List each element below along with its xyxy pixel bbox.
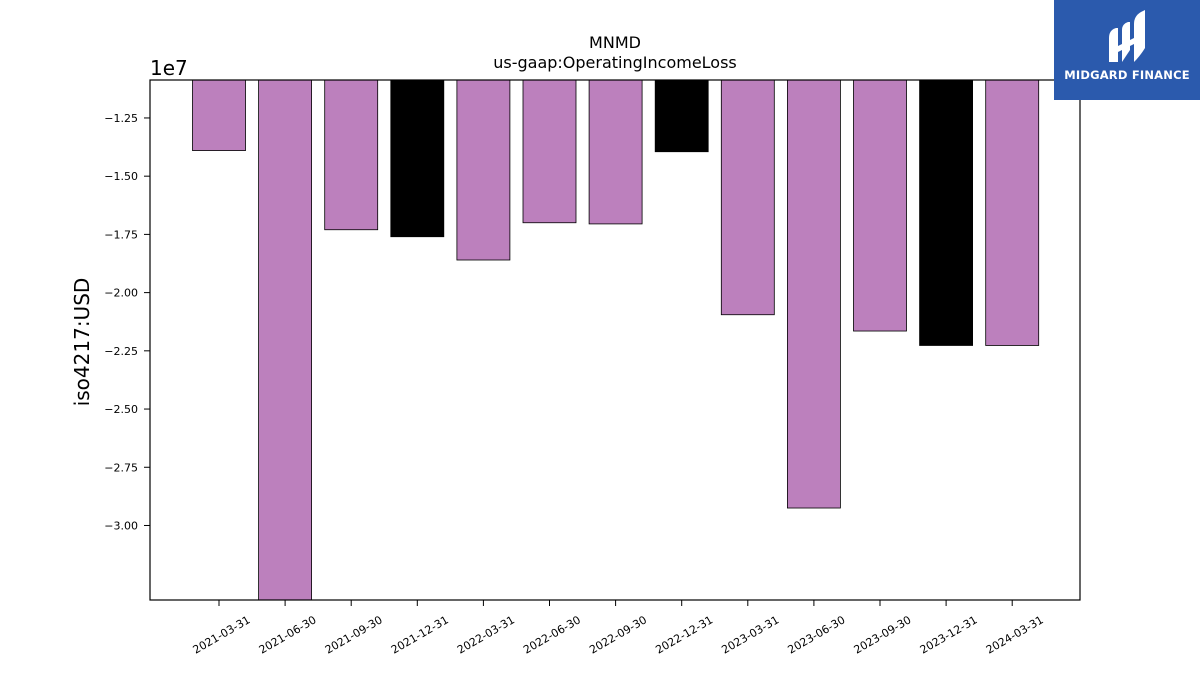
x-tick-label: 2023-09-30 [852, 613, 914, 656]
bar-2021-03-31 [192, 79, 246, 151]
y-tick-label: −2.75 [104, 461, 138, 474]
plot-frame [149, 79, 1081, 601]
x-tick-label: 2021-12-31 [389, 613, 451, 656]
bar-2023-12-31 [919, 79, 973, 346]
y-axis: −1.25 −1.50 −1.75 −2.00 −2.25 −2.50 −2.75 −3.00 [104, 112, 150, 532]
bar-2021-12-31 [390, 79, 445, 238]
y-tick-label: −2.25 [104, 345, 138, 358]
x-tick-label: 2023-06-30 [786, 613, 848, 656]
x-tick-label: 2022-09-30 [587, 613, 649, 656]
y-tick-label: −1.75 [104, 228, 138, 241]
bar-2023-09-30 [853, 79, 907, 332]
bar-2022-03-31 [456, 79, 511, 261]
y-tick-label: −1.50 [104, 170, 138, 183]
x-tick-label: 2022-03-31 [455, 613, 517, 656]
y-tick-label: −2.50 [104, 403, 138, 416]
chart-title: MNMD [589, 33, 641, 52]
bar-2023-03-31 [720, 79, 775, 316]
bar-2021-09-30 [324, 79, 379, 231]
x-axis: 2021-03-31 2021-06-30 2021-09-30 2021-12-31… [191, 600, 1046, 657]
x-tick-label: 2021-09-30 [323, 613, 385, 656]
x-tick-label: 2022-12-31 [653, 613, 715, 656]
bar-2024-03-31 [985, 79, 1040, 346]
bar-2022-12-31 [654, 79, 709, 153]
logo-mark-icon [1054, 0, 1200, 100]
midgard-finance-logo: MIDGARD FINANCE [1054, 0, 1200, 100]
x-tick-label: 2024-03-31 [984, 613, 1046, 656]
x-tick-label: 2021-03-31 [191, 613, 253, 656]
y-tick-label: −2.00 [104, 287, 138, 300]
bar-2021-06-30 [258, 79, 313, 601]
bar-2022-09-30 [588, 79, 643, 225]
x-tick-label: 2023-12-31 [918, 613, 980, 656]
y-axis-exponent: 1e7 [150, 56, 188, 80]
y-tick-label: −3.00 [104, 519, 138, 532]
y-axis-label: iso4217:USD [70, 278, 94, 407]
y-tick-label: −1.25 [104, 112, 138, 125]
bar-2023-06-30 [787, 79, 841, 509]
x-tick-label: 2023-03-31 [719, 613, 781, 656]
x-tick-label: 2022-06-30 [521, 613, 583, 656]
logo-text: MIDGARD FINANCE [1064, 68, 1190, 82]
bars-group [192, 79, 1040, 601]
x-tick-label: 2021-06-30 [257, 613, 319, 656]
chart-subtitle: us-gaap:OperatingIncomeLoss [493, 53, 737, 72]
bar-2022-06-30 [522, 79, 577, 224]
